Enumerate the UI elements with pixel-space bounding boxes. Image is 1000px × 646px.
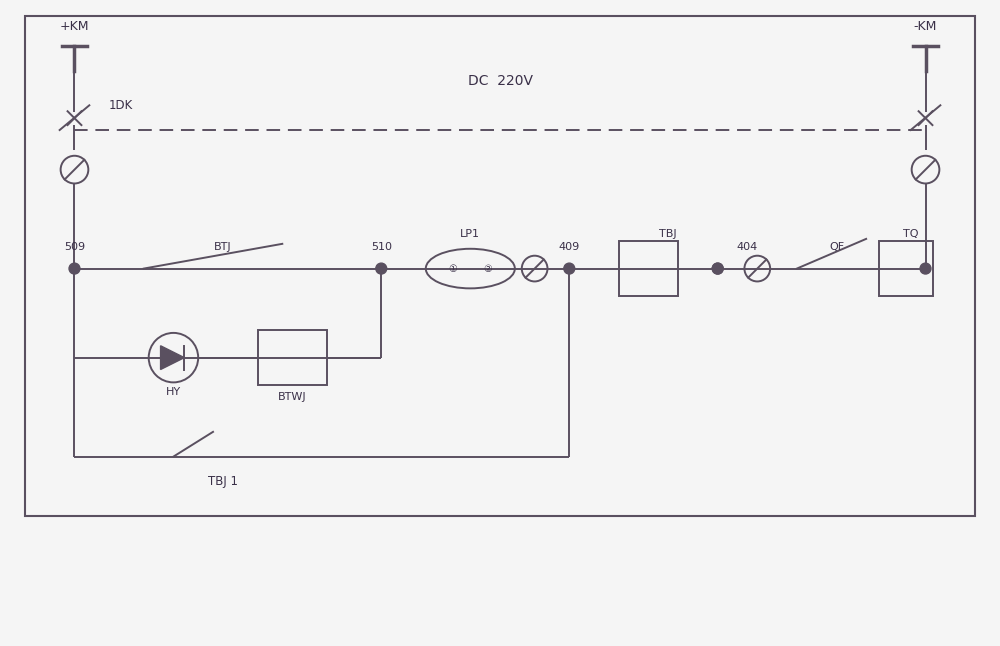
Bar [879,242,933,296]
Text: TBJ 1: TBJ 1 [208,475,238,488]
Text: 1DK: 1DK [109,99,133,112]
Bar [258,330,327,385]
Text: 509: 509 [64,242,85,252]
Bar [25,16,975,516]
Text: ①: ① [448,264,457,273]
Text: BTJ: BTJ [214,242,232,252]
Circle shape [712,263,723,274]
Text: 404: 404 [737,242,758,252]
Polygon shape [161,346,184,370]
Text: LP1: LP1 [460,229,480,239]
Bar [619,242,678,296]
Text: TBJ: TBJ [659,229,677,239]
Text: BTWJ: BTWJ [278,392,307,402]
Text: 409: 409 [559,242,580,252]
Circle shape [920,263,931,274]
Circle shape [712,263,723,274]
Text: +KM: +KM [60,19,89,33]
Text: DC  220V: DC 220V [468,74,532,88]
Text: QF: QF [829,242,844,252]
Circle shape [376,263,387,274]
Text: HY: HY [166,387,181,397]
Circle shape [564,263,575,274]
Text: 510: 510 [371,242,392,252]
Circle shape [69,263,80,274]
Text: ②: ② [484,264,493,273]
Text: -KM: -KM [914,19,937,33]
Text: TQ: TQ [903,229,918,239]
